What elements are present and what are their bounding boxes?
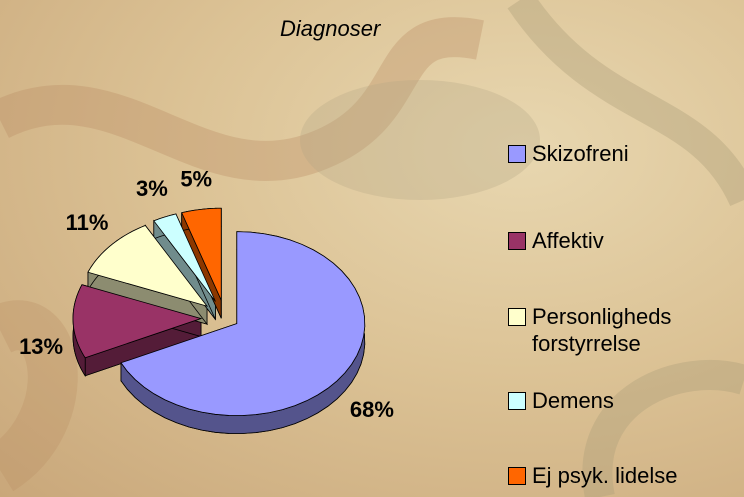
legend-swatch — [508, 467, 526, 485]
legend-label: Personligheds forstyrrelse — [532, 303, 682, 357]
legend-item: Demens — [508, 387, 732, 414]
data-label: 5% — [180, 166, 212, 191]
legend-swatch — [508, 392, 526, 410]
legend-item: Personligheds forstyrrelse — [508, 303, 682, 357]
data-label: 3% — [136, 176, 168, 201]
legend-label: Demens — [532, 387, 732, 414]
data-label: 68% — [350, 397, 394, 422]
data-label: 11% — [66, 210, 109, 235]
legend-item: Skizofreni — [508, 140, 732, 167]
legend-swatch — [508, 308, 526, 326]
legend-swatch — [508, 145, 526, 163]
slide: Diagnoser 68%13%11%3%5% SkizofreniAffekt… — [0, 0, 744, 497]
legend-label: Skizofreni — [532, 140, 732, 167]
legend-label: Ej psyk. lidelse — [532, 462, 732, 489]
data-label: 13% — [19, 334, 63, 359]
legend-swatch — [508, 232, 526, 250]
legend-label: Affektiv — [532, 227, 732, 254]
legend-item: Affektiv — [508, 227, 732, 254]
legend-item: Ej psyk. lidelse — [508, 462, 732, 489]
